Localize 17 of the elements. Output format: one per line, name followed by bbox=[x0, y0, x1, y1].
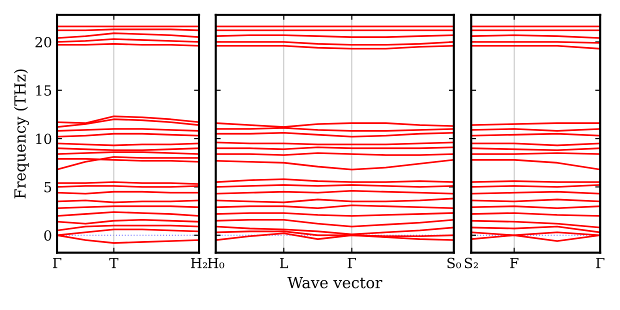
y-tick-label: 0 bbox=[44, 230, 52, 241]
x-tick-label: L bbox=[280, 258, 288, 268]
x-tick-label: T bbox=[109, 258, 118, 268]
x-tick-label: H₂ bbox=[190, 258, 207, 268]
y-axis-title: Frequency (THz) bbox=[14, 69, 29, 198]
x-tick-label: Γ bbox=[52, 258, 62, 268]
y-tick-label: 15 bbox=[36, 85, 52, 96]
x-tick-label: S₀ bbox=[447, 258, 462, 268]
y-tick-label: 20 bbox=[35, 36, 52, 48]
x-tick-label: F bbox=[510, 258, 518, 268]
x-tick-label: H₀ bbox=[208, 258, 224, 268]
x-tick-label: Γ bbox=[596, 258, 604, 268]
y-tick-label: 5 bbox=[44, 182, 52, 192]
y-tick-label: 10 bbox=[36, 134, 52, 144]
x-tick-label: Γ bbox=[348, 258, 356, 268]
x-axis-title: Wave vector bbox=[287, 276, 382, 288]
x-tick-label: S₂ bbox=[464, 258, 478, 268]
